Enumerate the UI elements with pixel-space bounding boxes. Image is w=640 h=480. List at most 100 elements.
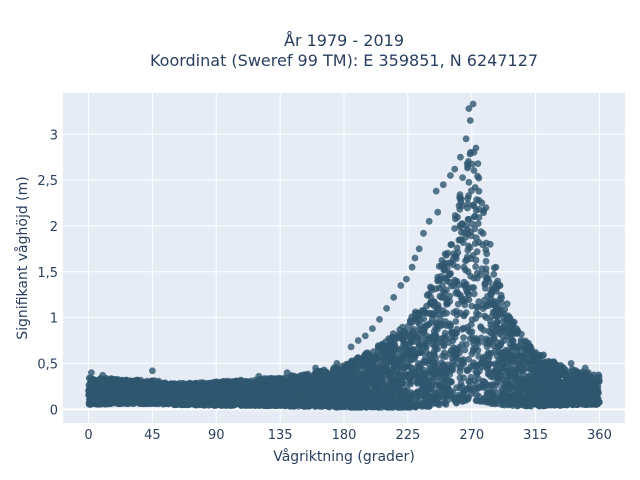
data-point <box>460 324 467 332</box>
data-point <box>440 377 448 385</box>
data-point <box>487 337 494 344</box>
data-point <box>479 377 487 385</box>
data-point <box>425 365 433 373</box>
data-point <box>468 302 476 310</box>
data-point <box>302 387 310 395</box>
data-point <box>442 274 449 282</box>
data-point <box>350 396 358 404</box>
data-point <box>492 321 499 328</box>
data-point <box>508 365 516 373</box>
data-point <box>472 207 480 214</box>
data-point <box>95 376 102 384</box>
data-point <box>480 384 487 391</box>
data-point <box>381 393 389 401</box>
data-point <box>168 399 176 406</box>
data-point <box>450 309 458 316</box>
data-point <box>501 337 508 344</box>
data-point <box>411 310 419 318</box>
data-point <box>436 310 443 318</box>
data-point <box>414 374 422 382</box>
data-point <box>277 399 285 407</box>
data-point <box>371 381 379 389</box>
data-point <box>461 282 469 289</box>
data-point <box>524 359 532 366</box>
data-point <box>436 276 443 283</box>
data-point <box>474 160 482 168</box>
data-point <box>489 331 497 338</box>
data-point <box>482 265 490 272</box>
data-point <box>387 393 395 401</box>
data-point <box>452 289 460 297</box>
data-point <box>465 356 473 363</box>
data-point <box>498 294 505 302</box>
data-point <box>233 377 240 385</box>
data-point <box>411 368 419 376</box>
data-point <box>469 252 477 259</box>
data-point <box>404 350 411 358</box>
data-point <box>472 344 480 352</box>
data-point <box>446 323 454 330</box>
data-point <box>474 220 482 228</box>
data-point <box>97 385 105 393</box>
data-point <box>453 354 461 362</box>
data-point <box>426 402 433 410</box>
data-point <box>497 341 504 349</box>
data-point <box>556 399 564 407</box>
data-point <box>425 351 433 359</box>
data-point <box>478 199 486 207</box>
data-point <box>478 363 486 371</box>
data-point <box>451 225 458 232</box>
data-point <box>420 309 428 317</box>
data-point <box>439 334 447 342</box>
data-point <box>374 387 381 395</box>
data-point <box>370 348 377 356</box>
data-point <box>499 379 506 387</box>
data-point <box>356 397 364 404</box>
data-point <box>548 382 556 389</box>
data-point <box>466 383 473 391</box>
data-point <box>438 294 445 301</box>
data-point <box>435 399 443 407</box>
data-point <box>407 380 414 388</box>
data-point <box>309 374 317 381</box>
chart-title-line2: Koordinat (Sweref 99 TM): E 359851, N 62… <box>150 51 538 70</box>
data-point <box>444 249 452 257</box>
data-point <box>507 335 515 343</box>
data-point <box>454 249 462 256</box>
data-point <box>505 380 513 388</box>
data-point <box>463 367 471 375</box>
data-point <box>442 353 449 361</box>
data-point <box>490 392 497 399</box>
data-point <box>490 342 498 350</box>
data-point <box>87 374 94 382</box>
data-point <box>337 379 345 386</box>
data-point <box>377 373 385 380</box>
data-point <box>490 270 498 278</box>
data-point <box>471 213 479 220</box>
data-point <box>473 369 481 377</box>
data-point <box>369 403 377 410</box>
data-point <box>318 390 325 398</box>
data-point <box>595 376 603 384</box>
data-point <box>460 390 468 397</box>
data-point <box>377 401 385 409</box>
data-point <box>436 284 443 292</box>
data-point <box>465 291 473 298</box>
data-point <box>475 187 483 195</box>
data-point <box>459 174 466 182</box>
data-point <box>426 393 434 401</box>
data-point <box>551 373 559 381</box>
data-point <box>439 362 446 370</box>
data-point <box>454 213 461 221</box>
data-point <box>480 394 488 402</box>
data-point <box>472 234 480 242</box>
data-point <box>492 287 500 295</box>
data-point <box>331 368 339 376</box>
data-point <box>479 305 487 312</box>
data-point <box>479 230 487 237</box>
data-point <box>378 367 386 375</box>
data-point <box>381 357 389 365</box>
data-point <box>443 295 451 303</box>
data-point <box>440 264 448 272</box>
data-point <box>114 393 122 400</box>
